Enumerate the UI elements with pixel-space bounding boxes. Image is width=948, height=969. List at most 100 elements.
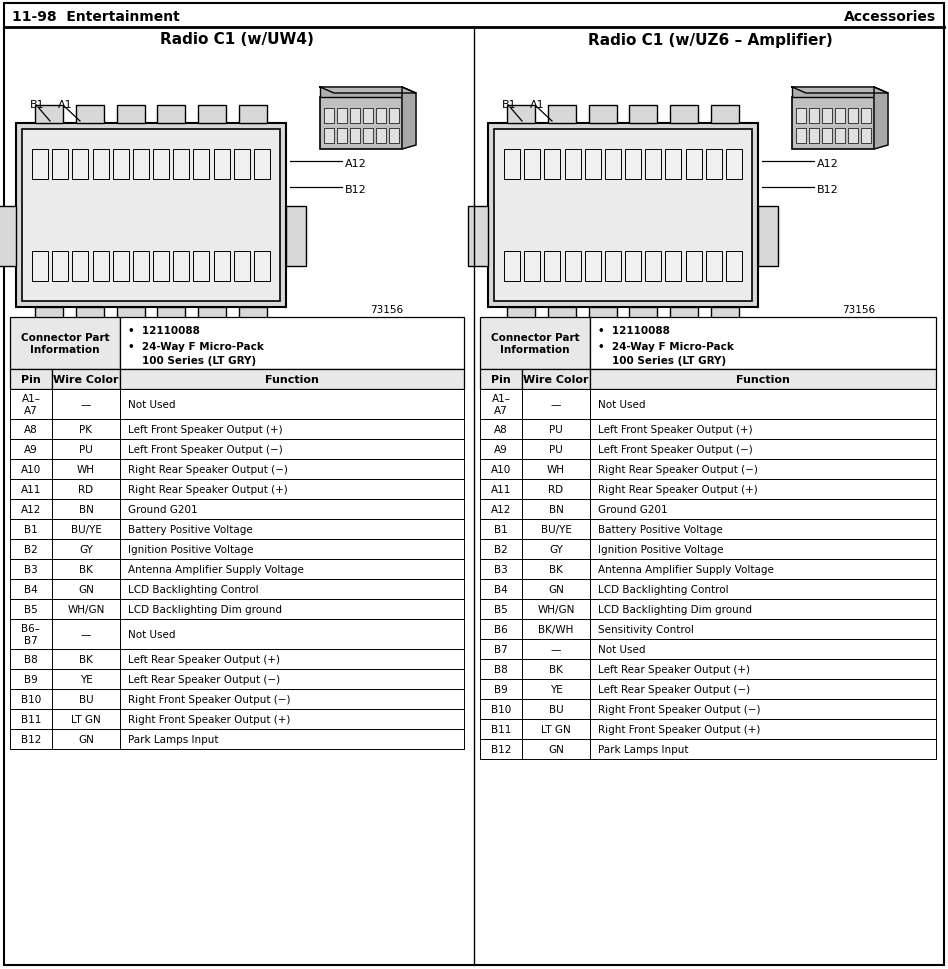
Text: B8: B8 bbox=[494, 665, 508, 674]
Bar bbox=[173, 150, 190, 180]
Text: LCD Backlighting Control: LCD Backlighting Control bbox=[598, 584, 729, 594]
Bar bbox=[72, 252, 88, 282]
Bar bbox=[835, 129, 845, 143]
Bar bbox=[822, 129, 832, 143]
Text: Function: Function bbox=[736, 375, 790, 385]
Text: GN: GN bbox=[78, 735, 94, 744]
Bar bbox=[711, 106, 739, 124]
Text: 73156: 73156 bbox=[842, 304, 875, 315]
Bar bbox=[590, 369, 936, 390]
Text: Left Front Speaker Output (−): Left Front Speaker Output (−) bbox=[128, 445, 283, 454]
Text: BK: BK bbox=[79, 564, 93, 575]
Bar bbox=[113, 150, 129, 180]
Bar bbox=[480, 440, 522, 459]
Text: B8: B8 bbox=[24, 654, 38, 665]
Text: B1: B1 bbox=[30, 100, 45, 109]
Bar bbox=[590, 540, 936, 559]
Bar bbox=[522, 480, 590, 499]
Bar bbox=[52, 670, 120, 689]
Bar bbox=[480, 700, 522, 719]
Text: A12: A12 bbox=[21, 505, 41, 515]
Polygon shape bbox=[402, 88, 416, 150]
Text: Connector Part
Information: Connector Part Information bbox=[491, 333, 579, 355]
Text: Right Front Speaker Output (+): Right Front Speaker Output (+) bbox=[598, 724, 760, 735]
Text: WH/GN: WH/GN bbox=[67, 605, 104, 614]
Text: Not Used: Not Used bbox=[598, 399, 646, 410]
Bar bbox=[861, 109, 871, 124]
Bar bbox=[590, 390, 936, 420]
Bar bbox=[52, 540, 120, 559]
Bar bbox=[480, 739, 522, 760]
Bar bbox=[629, 308, 657, 326]
Bar bbox=[522, 640, 590, 659]
Bar bbox=[625, 252, 641, 282]
Bar bbox=[522, 739, 590, 760]
Text: BK: BK bbox=[549, 665, 563, 674]
Bar bbox=[522, 719, 590, 739]
Text: YE: YE bbox=[550, 684, 562, 694]
Bar bbox=[52, 499, 120, 519]
Bar bbox=[522, 600, 590, 619]
Bar bbox=[22, 130, 280, 301]
Text: •  24-Way F Micro-Pack: • 24-Way F Micro-Pack bbox=[598, 342, 734, 352]
Text: A9: A9 bbox=[494, 445, 508, 454]
Bar bbox=[480, 719, 522, 739]
Text: Left Front Speaker Output (+): Left Front Speaker Output (+) bbox=[128, 424, 283, 434]
Bar bbox=[522, 559, 590, 579]
Bar bbox=[590, 559, 936, 579]
Text: B12: B12 bbox=[345, 185, 367, 195]
Text: BU/YE: BU/YE bbox=[70, 524, 101, 535]
Bar bbox=[113, 252, 129, 282]
Text: WH/GN: WH/GN bbox=[538, 605, 574, 614]
Text: B12: B12 bbox=[817, 185, 839, 195]
Bar bbox=[254, 150, 270, 180]
Bar bbox=[590, 440, 936, 459]
Text: Right Rear Speaker Output (−): Right Rear Speaker Output (−) bbox=[128, 464, 288, 475]
Text: A10: A10 bbox=[21, 464, 41, 475]
Text: GY: GY bbox=[549, 545, 563, 554]
Bar bbox=[52, 559, 120, 579]
Bar bbox=[32, 252, 48, 282]
Text: B7: B7 bbox=[494, 644, 508, 654]
Bar bbox=[153, 150, 169, 180]
Text: A12: A12 bbox=[491, 505, 511, 515]
Bar bbox=[861, 129, 871, 143]
Bar bbox=[488, 124, 758, 308]
Bar bbox=[120, 559, 464, 579]
Text: LT GN: LT GN bbox=[71, 714, 100, 724]
Text: BN: BN bbox=[79, 505, 94, 515]
Text: Accessories: Accessories bbox=[844, 10, 936, 24]
Text: B11: B11 bbox=[21, 714, 41, 724]
Text: 73156: 73156 bbox=[370, 304, 403, 315]
Bar bbox=[605, 150, 621, 180]
Bar bbox=[120, 709, 464, 730]
Bar bbox=[480, 559, 522, 579]
Bar bbox=[522, 540, 590, 559]
Bar bbox=[93, 150, 108, 180]
Bar bbox=[544, 150, 560, 180]
Bar bbox=[522, 679, 590, 700]
Bar bbox=[10, 480, 52, 499]
Bar bbox=[376, 129, 386, 143]
Bar bbox=[646, 150, 662, 180]
Text: Not Used: Not Used bbox=[598, 644, 646, 654]
Text: LT GN: LT GN bbox=[541, 724, 571, 735]
Text: B5: B5 bbox=[494, 605, 508, 614]
Bar bbox=[76, 308, 103, 326]
Bar bbox=[565, 252, 580, 282]
Text: B9: B9 bbox=[24, 674, 38, 684]
Bar bbox=[363, 129, 373, 143]
Bar bbox=[193, 252, 210, 282]
Text: BU: BU bbox=[79, 694, 93, 704]
Text: B12: B12 bbox=[21, 735, 41, 744]
Bar bbox=[35, 308, 63, 326]
Text: B9: B9 bbox=[494, 684, 508, 694]
Bar bbox=[548, 308, 575, 326]
Text: RD: RD bbox=[549, 484, 563, 494]
Bar bbox=[646, 252, 662, 282]
Bar bbox=[120, 670, 464, 689]
Text: —: — bbox=[81, 629, 91, 640]
Bar bbox=[504, 252, 520, 282]
Text: B10: B10 bbox=[21, 694, 41, 704]
Bar bbox=[706, 252, 721, 282]
